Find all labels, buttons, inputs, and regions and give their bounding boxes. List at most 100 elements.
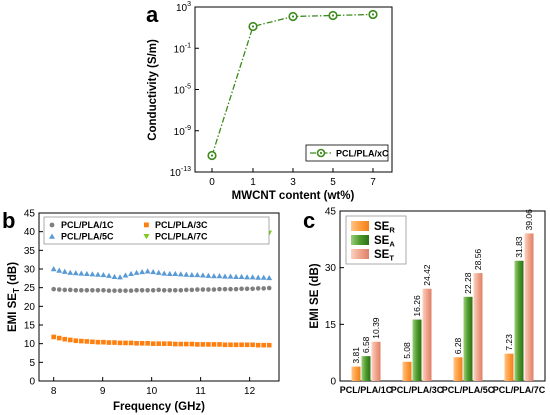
panel-b-legend-label-7c: PCL/PLA/7C bbox=[155, 232, 208, 242]
panel-b-point-pcl-pla-3c bbox=[266, 342, 272, 348]
panel-b-point-pcl-pla-5c bbox=[183, 271, 190, 277]
panel-c-category-label: PCL/PLA/7C bbox=[493, 385, 546, 395]
panel-b-point-pcl-pla-3c bbox=[167, 341, 173, 346]
panel-b-point-pcl-pla-3c bbox=[139, 340, 145, 346]
panel-b-series bbox=[50, 230, 273, 348]
panel-b-point-pcl-pla-3c bbox=[172, 341, 178, 347]
panel-b-point-pcl-pla-3c bbox=[184, 341, 189, 347]
panel-c-legend-label-ser: SER bbox=[374, 221, 395, 235]
panel-c-y-tick-label: 0 bbox=[330, 377, 336, 388]
panel-a-legend-marker-dot bbox=[319, 151, 323, 155]
panel-c-bar-set bbox=[371, 341, 381, 381]
panel-b-point-pcl-pla-3c bbox=[145, 340, 150, 346]
panel-b-point-pcl-pla-1c bbox=[167, 287, 173, 293]
panel-b-point-pcl-pla-1c bbox=[266, 285, 272, 291]
panel-c-category-label: PCL/PLA/5C bbox=[442, 385, 495, 395]
panel-b-point-pcl-pla-1c bbox=[195, 287, 200, 292]
panel-c-bar-value-label: 28.56 bbox=[473, 249, 483, 271]
panel-b-x-axis-label: Frequency (GHz) bbox=[113, 401, 205, 413]
panel-a-y-tick-label: 10-1 bbox=[174, 42, 191, 55]
panel-b-point-pcl-pla-5c bbox=[95, 271, 101, 277]
panel-b-point-pcl-pla-1c bbox=[178, 287, 184, 293]
panel-b-x-tick-label: 9 bbox=[100, 386, 106, 397]
panel-b-point-pcl-pla-5c bbox=[133, 269, 140, 275]
panel-b-point-pcl-pla-3c bbox=[79, 338, 84, 344]
panel-b-point-pcl-pla-3c bbox=[250, 342, 255, 348]
panel-b-point-pcl-pla-5c bbox=[244, 274, 251, 280]
panel-b-point-pcl-pla-1c bbox=[211, 287, 217, 292]
panel-b-y-tick-label: 35 bbox=[24, 246, 36, 257]
panel-c-plot-frame bbox=[339, 210, 546, 382]
panel-b-point-pcl-pla-3c bbox=[255, 342, 261, 348]
panel-b-point-pcl-pla-1c bbox=[145, 287, 150, 293]
panel-a-y-tick-base: 10 bbox=[174, 44, 186, 55]
panel-c-legend-label-ser-main: SE bbox=[374, 221, 390, 233]
panel-b-point-pcl-pla-5c bbox=[233, 273, 239, 280]
panel-b-point-pcl-pla-5c bbox=[266, 274, 273, 281]
panel-a-data-point-center bbox=[251, 25, 255, 28]
panel-b-x-tick-label: 8 bbox=[51, 386, 57, 397]
panel-b-legend-label-5c: PCL/PLA/5C bbox=[61, 232, 114, 242]
panel-b-point-pcl-pla-5c bbox=[83, 270, 90, 277]
panel-b-point-pcl-pla-1c bbox=[112, 288, 117, 293]
panel-c-bar-ser bbox=[504, 353, 514, 381]
panel-a-data-point-center bbox=[210, 154, 214, 157]
panel-b-legend-label-3c: PCL/PLA/3C bbox=[155, 220, 208, 230]
panel-b-point-pcl-pla-3c bbox=[51, 334, 56, 340]
panel-b-point-pcl-pla-5c bbox=[255, 274, 262, 280]
panel-b-point-pcl-pla-1c bbox=[62, 287, 68, 293]
panel-b-point-pcl-pla-3c bbox=[156, 341, 161, 346]
panel-b-point-pcl-pla-5c bbox=[238, 273, 245, 280]
panel-b-point-pcl-pla-5c bbox=[227, 273, 234, 279]
panel-c-bar-value-label: 22.28 bbox=[463, 272, 473, 294]
panel-b-x-tick-label: 11 bbox=[195, 386, 206, 397]
panel-b-point-pcl-pla-3c bbox=[239, 342, 244, 348]
panel-b-point-pcl-pla-1c bbox=[56, 287, 62, 292]
panel-b-legend: PCL/PLA/1C PCL/PLA/3C PCL/PLA/5C PCL/PLA… bbox=[43, 216, 270, 245]
panel-b-point-pcl-pla-1c bbox=[101, 287, 106, 293]
panel-b-point-pcl-pla-1c bbox=[51, 286, 56, 292]
panel-a-x-tick-label: 1 bbox=[250, 177, 256, 188]
panel-b-point-pcl-pla-5c bbox=[205, 272, 212, 278]
panel-b-point-pcl-pla-5c bbox=[172, 270, 179, 277]
panel-c-bar-set bbox=[473, 273, 483, 381]
panel-a-letter: a bbox=[146, 2, 159, 27]
panel-c-y-tick-label: 15 bbox=[325, 320, 337, 331]
panel-b-point-pcl-pla-3c bbox=[73, 338, 79, 343]
panel-c-legend-swatch-sea bbox=[351, 235, 369, 245]
panel-b-point-pcl-pla-5c bbox=[61, 268, 68, 274]
panel-c-y-axis-label: EMI SE (dB) bbox=[309, 263, 321, 328]
panel-c-legend-label-set-main: SE bbox=[374, 249, 390, 261]
panel-b-point-pcl-pla-1c bbox=[128, 288, 134, 293]
panel-b-point-pcl-pla-5c bbox=[211, 273, 217, 279]
panel-c-legend-label-sea-main: SE bbox=[374, 235, 390, 247]
panel-c-bar-value-label: 16.26 bbox=[412, 295, 422, 317]
panel-b-point-pcl-pla-3c bbox=[222, 342, 228, 348]
panel-c-legend-label-set: SET bbox=[374, 249, 394, 263]
panel-c-bar-value-label: 10.39 bbox=[371, 317, 381, 339]
panel-c-bar-sea bbox=[514, 260, 524, 381]
panel-b-point-pcl-pla-5c bbox=[67, 269, 74, 275]
panel-b-point-pcl-pla-3c bbox=[95, 339, 101, 345]
panel-a-data-point-center bbox=[331, 14, 335, 17]
panel-a-y-tick-label: 10-9 bbox=[174, 125, 191, 138]
panel-a-y-tick-base: 10 bbox=[174, 86, 186, 97]
panel-b-point-pcl-pla-5c bbox=[72, 270, 79, 276]
panel-b-point-pcl-pla-5c bbox=[216, 273, 223, 279]
panel-b-legend-marker-7c bbox=[143, 234, 150, 240]
panel-a-legend-label: PCL/PLA/xC bbox=[336, 149, 389, 159]
panel-a-x-tick-label: 0 bbox=[209, 177, 215, 188]
panel-b-point-pcl-pla-3c bbox=[106, 340, 112, 345]
panel-b-point-pcl-pla-5c bbox=[100, 271, 107, 278]
panel-b-point-pcl-pla-5c bbox=[222, 273, 228, 279]
panel-b-x-tick-label: 10 bbox=[146, 386, 158, 397]
panel-b-point-pcl-pla-5c bbox=[117, 274, 123, 280]
panel-b-point-pcl-pla-3c bbox=[178, 341, 184, 347]
panel-c-category-label: PCL/PLA/3C bbox=[391, 385, 444, 395]
panel-b-point-pcl-pla-3c bbox=[123, 340, 128, 346]
panel-c-legend: SER SEA SET bbox=[345, 215, 407, 265]
panel-b-point-pcl-pla-3c bbox=[128, 340, 134, 346]
panel-b-point-pcl-pla-1c bbox=[134, 287, 139, 293]
